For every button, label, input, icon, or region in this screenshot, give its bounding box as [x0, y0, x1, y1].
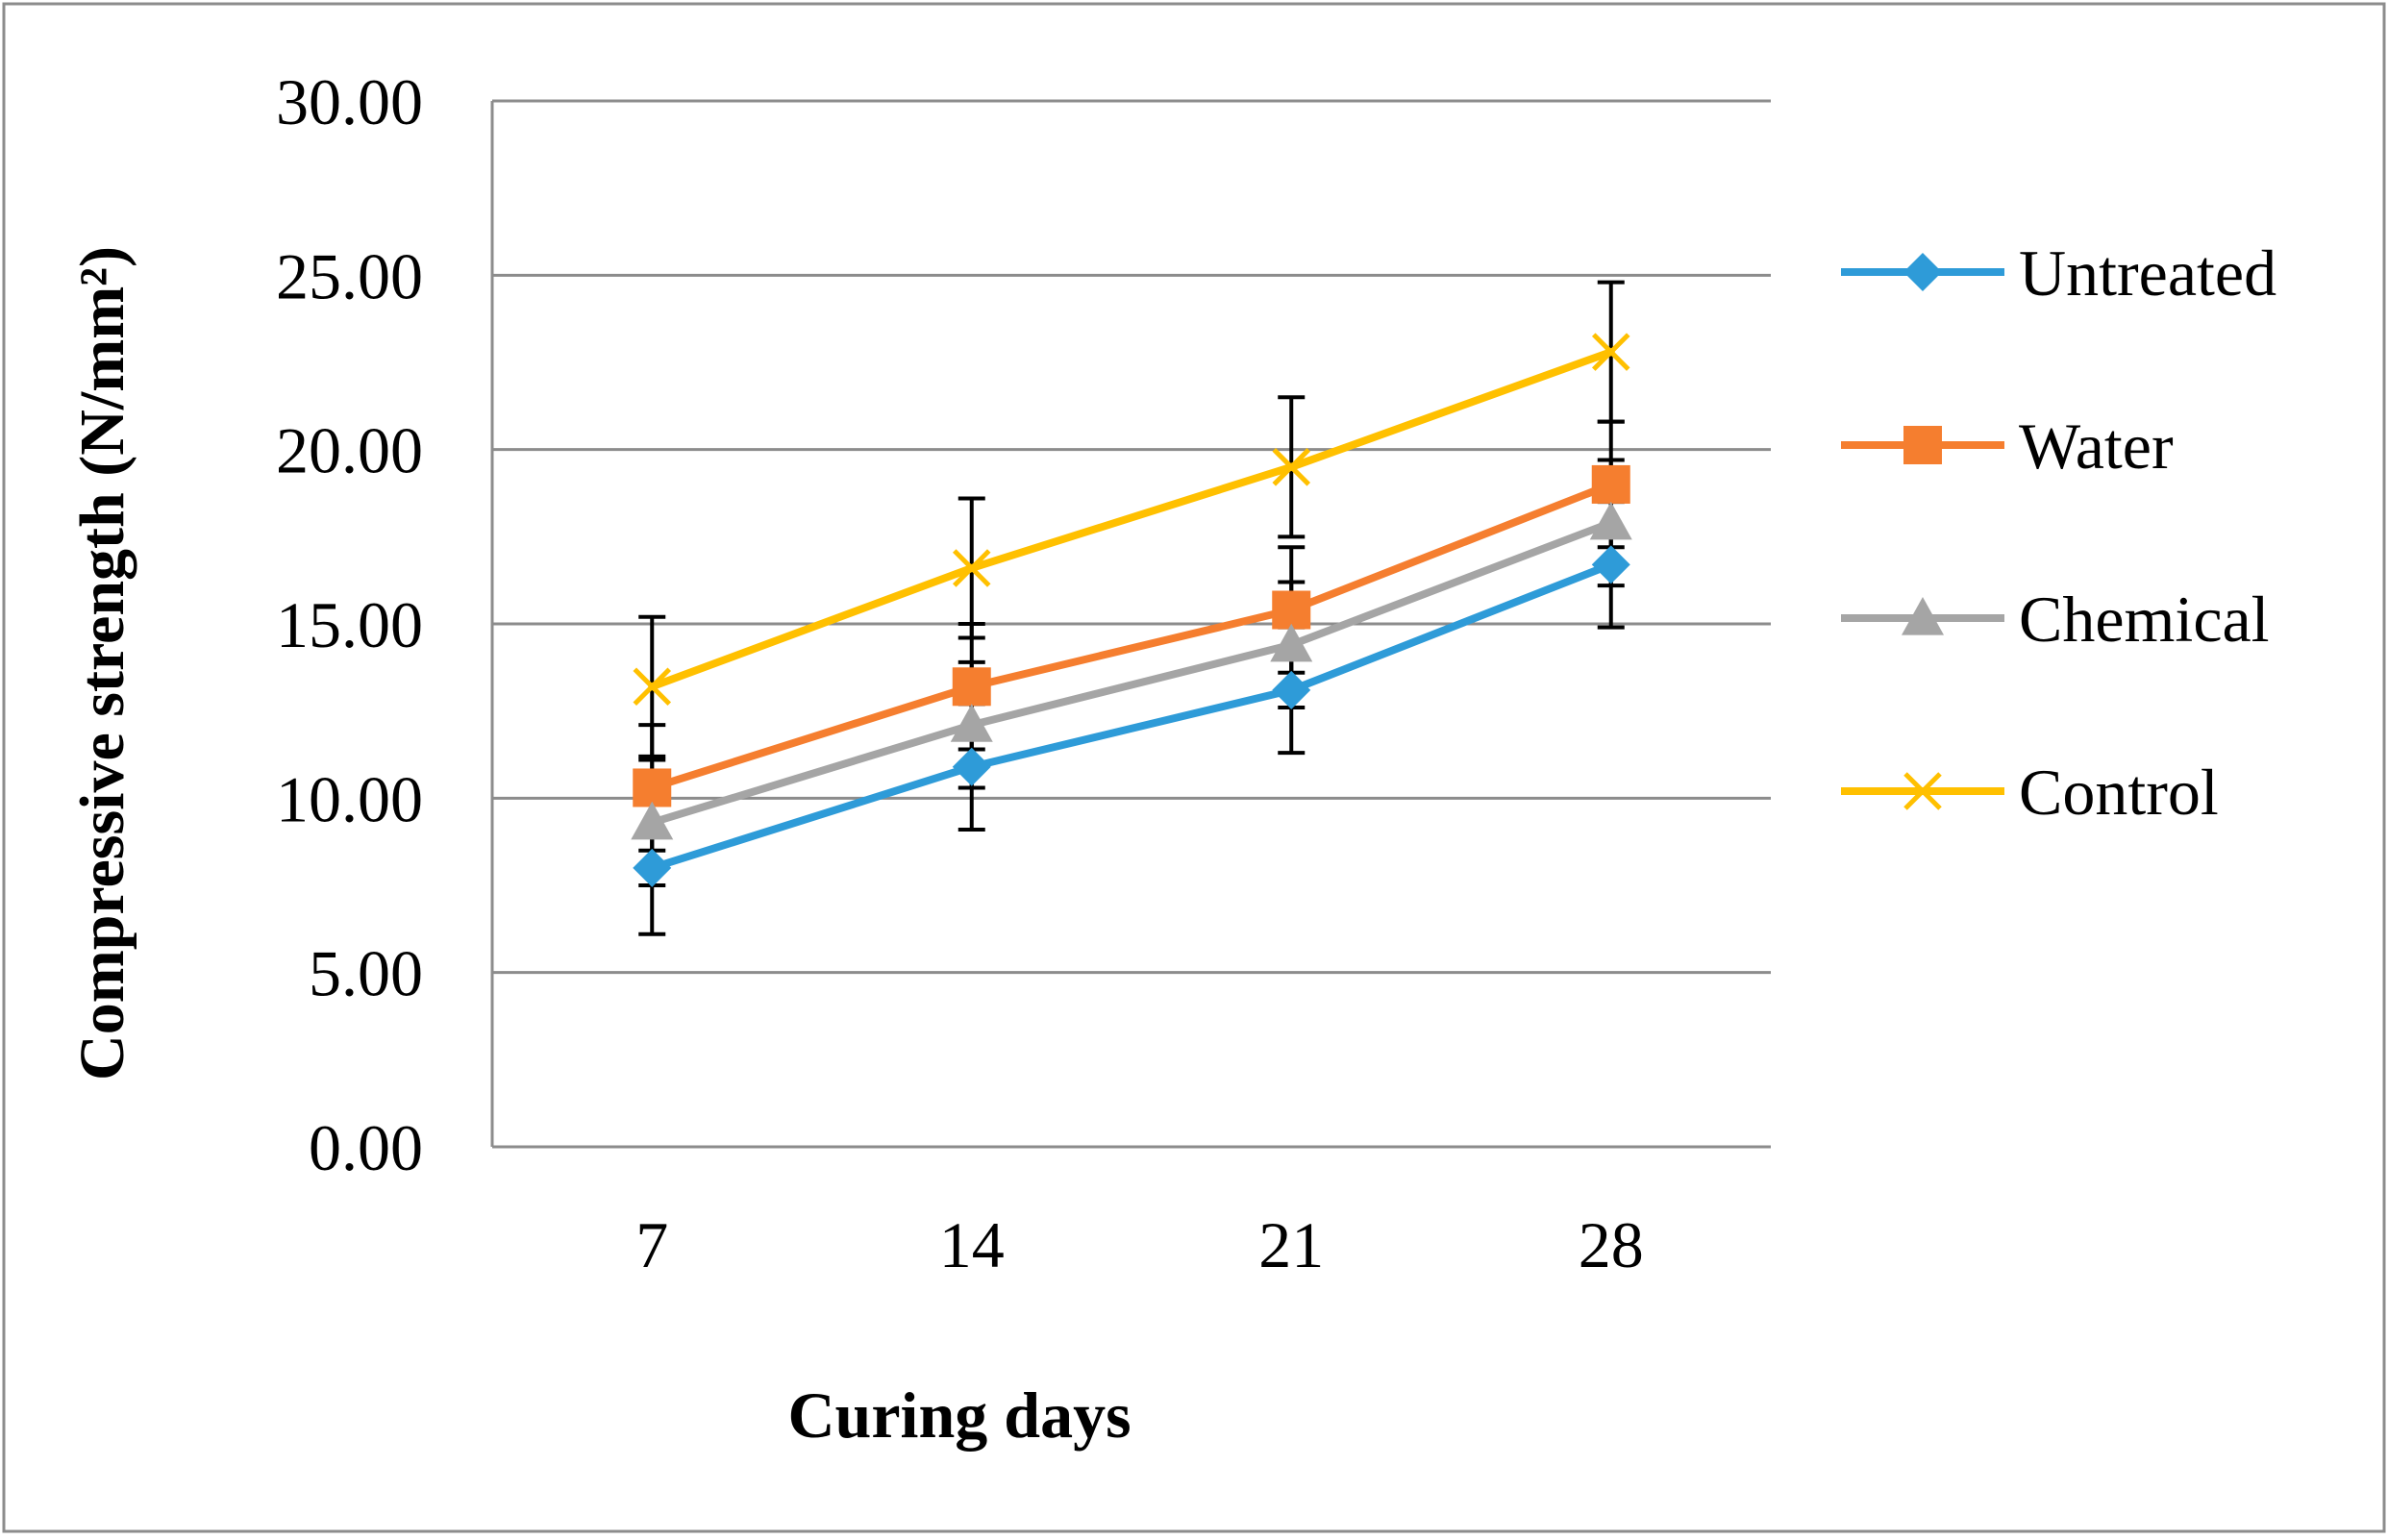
marker-stroke	[1903, 772, 1942, 810]
legend: Untreated Water Chemical Control	[1841, 236, 2276, 829]
marker-stroke	[633, 667, 672, 707]
series-line	[648, 348, 1615, 691]
data-point	[631, 801, 674, 840]
y-tick-label: 15.00	[276, 588, 423, 661]
data-point	[1272, 590, 1311, 630]
series-line	[648, 480, 1615, 792]
legend-item: Water	[1841, 410, 2174, 483]
legend-marker	[1902, 597, 1944, 635]
legend-item: Untreated	[1841, 236, 2276, 310]
series-line	[648, 560, 1615, 872]
data-point	[1589, 501, 1632, 540]
data-point	[952, 549, 991, 587]
data-point	[952, 747, 991, 786]
data-point	[952, 667, 991, 707]
legend-marker	[1903, 772, 1942, 810]
legend-label: Chemical	[2019, 583, 2270, 656]
y-tick-label: 10.00	[276, 762, 423, 835]
x-tick-label: 7	[635, 1208, 668, 1281]
y-tick-labels: 0.00 5.00 10.00 15.00 20.00 25.00 30.00	[276, 65, 423, 1184]
data-point	[633, 667, 672, 707]
y-tick-label: 25.00	[276, 239, 423, 312]
gridlines	[490, 99, 1771, 1149]
series-lines	[631, 333, 1632, 887]
data-point	[1272, 670, 1311, 709]
legend-label: Control	[2019, 756, 2219, 829]
y-tick-label: 5.00	[309, 937, 423, 1010]
marker-stroke	[952, 549, 991, 587]
data-point	[633, 848, 672, 887]
marker-stroke	[1272, 448, 1311, 486]
marker-stroke	[1591, 333, 1630, 371]
legend-item: Chemical	[1841, 583, 2270, 656]
y-axis-label: Compressive strength (N/mm²)	[67, 246, 137, 1080]
legend-label: Untreated	[2019, 236, 2276, 310]
y-tick-label: 20.00	[276, 414, 423, 487]
legend-item: Control	[1841, 756, 2219, 829]
legend-label: Water	[2019, 410, 2174, 483]
series-line	[648, 518, 1615, 827]
y-tick-label: 0.00	[309, 1111, 423, 1184]
legend-marker	[1903, 426, 1942, 464]
data-point	[633, 768, 672, 807]
x-tick-label: 28	[1579, 1208, 1644, 1281]
x-tick-label: 21	[1258, 1208, 1324, 1281]
x-axis-label: Curing days	[787, 1379, 1131, 1452]
x-tick-labels: 7 14 21 28	[635, 1208, 1644, 1281]
y-tick-label: 30.00	[276, 65, 423, 138]
data-point	[1591, 545, 1630, 584]
legend-marker	[1903, 253, 1942, 291]
data-point	[1270, 623, 1313, 662]
data-point	[1591, 464, 1630, 504]
data-point	[1272, 448, 1311, 486]
x-tick-label: 14	[939, 1208, 1005, 1281]
data-point	[1591, 333, 1630, 371]
data-point	[950, 704, 993, 742]
